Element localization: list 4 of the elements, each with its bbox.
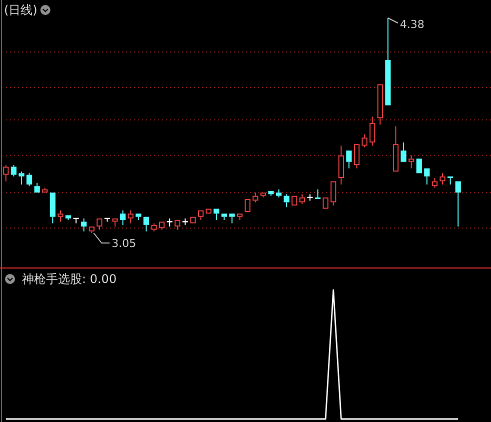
annotation: 4.38: [400, 18, 424, 31]
chart-title: (日线): [4, 3, 38, 17]
text: 3.05: [112, 237, 136, 250]
chart-title: 神枪手选股: 0.00: [22, 272, 117, 286]
